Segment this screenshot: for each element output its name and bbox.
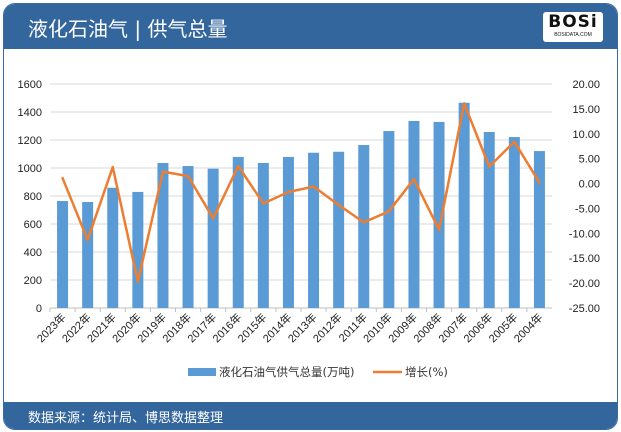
growth-point-2004年 — [538, 181, 541, 184]
growth-point-2016年 — [237, 164, 240, 168]
right-axis-tick: 0.00 — [579, 179, 600, 191]
bar-2019年 — [157, 162, 169, 308]
right-axis-tick: -25.00 — [569, 303, 600, 315]
right-axis-tick: -15.00 — [569, 253, 600, 265]
growth-point-2005年 — [513, 140, 516, 143]
growth-point-2013年 — [312, 185, 315, 188]
growth-point-2009年 — [412, 177, 416, 181]
bar-2022年 — [82, 202, 94, 308]
growth-point-2010年 — [387, 210, 391, 213]
bar-2021年 — [107, 187, 119, 308]
growth-point-2017年 — [211, 217, 215, 220]
growth-point-2014年 — [287, 190, 290, 194]
bar-2012年 — [333, 151, 345, 308]
header-bar: 液化石油气 | 供气总量 BOSi BOSIDATA.COM — [4, 4, 617, 49]
bar-2004年 — [533, 151, 545, 308]
logo-subtext: BOSIDATA.COM — [554, 32, 592, 38]
right-axis-tick: 10.00 — [572, 129, 600, 141]
data-source: 数据来源：统计局、博思数据整理 — [28, 411, 224, 426]
growth-point-2021年 — [111, 165, 114, 169]
bar-2011年 — [358, 145, 370, 308]
bar-2023年 — [57, 201, 69, 308]
bar-2006年 — [483, 132, 495, 308]
bar-2014年 — [282, 156, 294, 308]
growth-line — [61, 102, 541, 283]
bar-2015年 — [257, 162, 269, 308]
bar-2013年 — [308, 152, 320, 308]
left-axis-tick: 1400 — [18, 107, 42, 119]
growth-point-2006年 — [488, 165, 491, 168]
footer-bar: 数据来源：统计局、博思数据整理 — [4, 402, 617, 429]
legend-label-line: 增长(%) — [405, 365, 448, 379]
growth-point-2012年 — [337, 203, 340, 207]
growth-point-2011年 — [362, 221, 365, 224]
left-axis-tick: 1000 — [18, 163, 42, 175]
left-axis-tick: 800 — [24, 191, 42, 203]
bar-2009年 — [408, 120, 420, 309]
bar-2018年 — [182, 166, 194, 308]
x-axis-label: 2004年 — [511, 310, 546, 345]
left-axis-tick: 1200 — [18, 135, 42, 147]
bar-2020年 — [132, 191, 144, 308]
right-axis-tick: -20.00 — [569, 278, 600, 290]
legend-label-bar: 液化石油气供气总量(万吨) — [219, 365, 354, 379]
right-axis-tick: 20.00 — [572, 79, 600, 91]
growth-point-2020年 — [136, 280, 140, 283]
bar-2010年 — [383, 131, 395, 308]
right-axis-tick: 15.00 — [572, 104, 600, 116]
left-axis-tick: 400 — [24, 247, 42, 259]
chart-title: 液化石油气 | 供气总量 — [28, 17, 228, 41]
growth-point-2019年 — [161, 170, 165, 173]
growth-point-2007年 — [462, 102, 466, 105]
growth-point-2008年 — [437, 228, 441, 232]
logo-text: BOSi — [548, 12, 598, 32]
legend-swatch-bar — [188, 368, 216, 376]
left-axis-tick: 1600 — [18, 79, 42, 91]
left-axis-tick: 600 — [24, 219, 42, 231]
growth-point-2015年 — [262, 202, 265, 205]
bar-2016年 — [232, 156, 244, 308]
bar-2008年 — [433, 121, 445, 308]
right-axis-tick: -5.00 — [575, 203, 600, 215]
growth-point-2023年 — [61, 176, 64, 180]
growth-point-2022年 — [86, 238, 89, 242]
bar-2005年 — [508, 137, 520, 308]
left-axis-tick: 200 — [24, 275, 42, 287]
right-axis-tick: -10.00 — [569, 228, 600, 240]
bar-2007年 — [458, 102, 470, 308]
bosi-logo: BOSi BOSIDATA.COM — [543, 12, 603, 42]
growth-point-2018年 — [186, 174, 190, 178]
bar-2017年 — [207, 168, 219, 308]
right-axis-tick: 5.00 — [579, 154, 600, 166]
left-axis-tick: 0 — [36, 303, 42, 315]
